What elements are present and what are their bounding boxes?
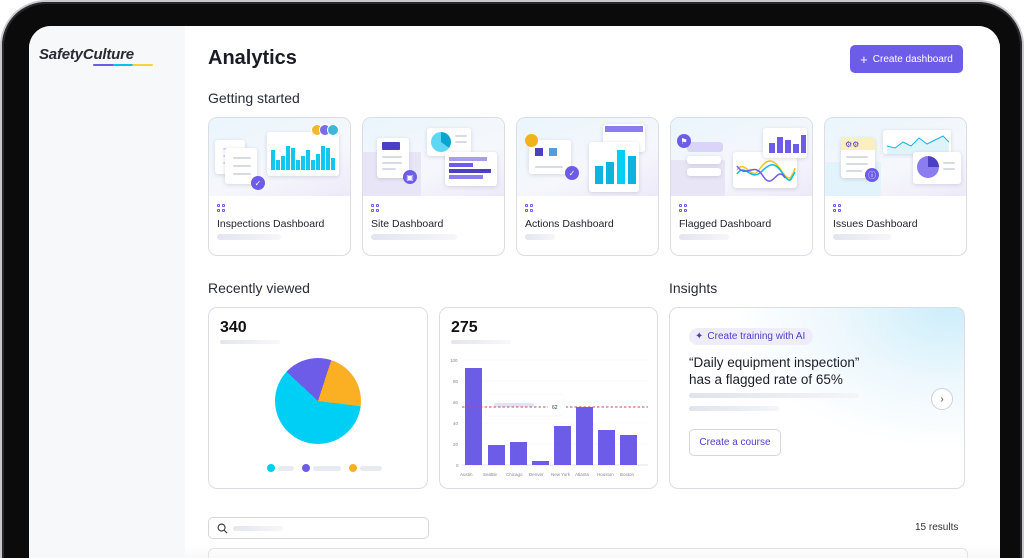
svg-text:Houston: Houston [597, 472, 614, 477]
svg-text:Denver: Denver [529, 472, 544, 477]
insights-heading: Insights [669, 280, 718, 296]
bar-card-value: 275 [451, 319, 478, 336]
card-subtitle-placeholder [217, 234, 281, 240]
bottom-fade [185, 546, 1000, 558]
plus-icon: + [860, 51, 868, 67]
svg-text:40: 40 [453, 421, 459, 426]
insight-detail-placeholder [689, 393, 859, 398]
svg-text:Seattle: Seattle [483, 472, 498, 477]
building-icon: ▣ [403, 170, 417, 184]
svg-text:New York: New York [551, 472, 571, 477]
checkmark-icon: ✓ [251, 176, 265, 190]
page-title: Analytics [208, 47, 297, 69]
card-subtitle-placeholder [525, 234, 555, 240]
gear-icon: ⚙⚙ [845, 140, 860, 149]
pie-chart [275, 358, 361, 444]
card-issues-dashboard[interactable]: ⚙⚙ ⓘ Issues Dashboard [824, 117, 967, 256]
avatar [525, 134, 538, 147]
inspections-illustration: ✓ [209, 118, 350, 196]
recent-pie-card[interactable]: 340 [208, 307, 428, 489]
site-illustration: ▣ [363, 118, 504, 196]
card-subtitle-placeholder [679, 234, 729, 240]
recent-bar-card[interactable]: 275 100 80 60 40 20 0 Austin Seattle Chicago Den… [439, 307, 658, 489]
create-course-button[interactable]: Create a course [689, 429, 781, 456]
insight-card: ✦ Create training with AI “Daily equipme… [669, 307, 965, 489]
dashboard-grid-icon [833, 204, 841, 212]
flag-icon: ⚑ [677, 134, 691, 148]
dashboard-grid-icon [679, 204, 687, 212]
svg-text:Boston: Boston [620, 472, 635, 477]
dashboard-grid-icon [371, 204, 379, 212]
chevron-right-icon: › [940, 393, 944, 405]
app-logo[interactable]: SafetyCulture [39, 46, 134, 63]
dashboard-grid-icon [217, 204, 225, 212]
avatar-group [311, 124, 339, 136]
ai-chip-label: Create training with AI [707, 331, 806, 342]
main-content: Analytics + Create dashboard Getting sta… [185, 26, 1000, 558]
getting-started-heading: Getting started [208, 90, 300, 106]
svg-text:60: 60 [453, 400, 459, 405]
issues-illustration: ⚙⚙ ⓘ [825, 118, 966, 196]
app-screen: SafetyCulture Analytics + Create dashboa… [29, 26, 1000, 558]
create-dashboard-label: Create dashboard [872, 53, 953, 65]
svg-text:Atlanta: Atlanta [575, 472, 590, 477]
next-insight-button[interactable]: › [931, 388, 953, 410]
card-flagged-dashboard[interactable]: ⚑ Flagged Dashboard [670, 117, 813, 256]
insight-line-1: “Daily equipment inspection” [689, 355, 860, 370]
card-subtitle-placeholder [371, 234, 457, 240]
create-training-ai-chip[interactable]: ✦ Create training with AI [689, 328, 814, 345]
results-count: 15 results [915, 522, 959, 533]
insight-text: “Daily equipment inspection” has a flagg… [689, 354, 859, 388]
sparkle-icon: ✦ [695, 331, 704, 342]
search-placeholder [233, 526, 283, 531]
recently-viewed-heading: Recently viewed [208, 280, 310, 296]
card-actions-dashboard[interactable]: ✓ Actions Dashboard [516, 117, 659, 256]
card-title: Site Dashboard [371, 218, 444, 230]
dashboard-grid-icon [525, 204, 533, 212]
card-title: Actions Dashboard [525, 218, 614, 230]
svg-text:100: 100 [450, 358, 458, 363]
card-inspections-dashboard[interactable]: ✓ Inspections Dashboard [208, 117, 351, 256]
info-icon: ⓘ [865, 168, 879, 182]
svg-text:80: 80 [453, 379, 459, 384]
search-input[interactable] [208, 517, 429, 539]
card-title: Issues Dashboard [833, 218, 918, 230]
tooltip-value: 62 [552, 405, 558, 411]
card-title: Inspections Dashboard [217, 218, 325, 230]
pie-legend [267, 464, 382, 472]
tooltip [485, 393, 565, 417]
svg-text:Austin: Austin [460, 472, 473, 477]
checkmark-icon: ✓ [565, 166, 579, 180]
getting-started-cards: ✓ Inspections Dashboard [208, 117, 967, 256]
sidebar: SafetyCulture [29, 26, 185, 558]
bar-chart: 100 80 60 40 20 0 Austin Seattle Chicago Denver N… [450, 358, 648, 477]
flagged-illustration: ⚑ [671, 118, 812, 196]
search-icon [217, 523, 228, 534]
pie-card-value: 340 [220, 319, 247, 336]
card-subtitle-placeholder [833, 234, 891, 240]
svg-text:20: 20 [453, 442, 459, 447]
svg-text:0: 0 [456, 463, 459, 468]
insight-detail-placeholder [689, 406, 779, 411]
card-site-dashboard[interactable]: ▣ Site Dashboard [362, 117, 505, 256]
insight-line-2: has a flagged rate of 65% [689, 372, 843, 387]
value-subtitle-placeholder [451, 340, 511, 344]
value-subtitle-placeholder [220, 340, 280, 344]
logo-underline [93, 64, 153, 66]
create-dashboard-button[interactable]: + Create dashboard [850, 45, 963, 73]
actions-illustration: ✓ [517, 118, 658, 196]
card-title: Flagged Dashboard [679, 218, 772, 230]
svg-text:Chicago: Chicago [506, 472, 523, 477]
